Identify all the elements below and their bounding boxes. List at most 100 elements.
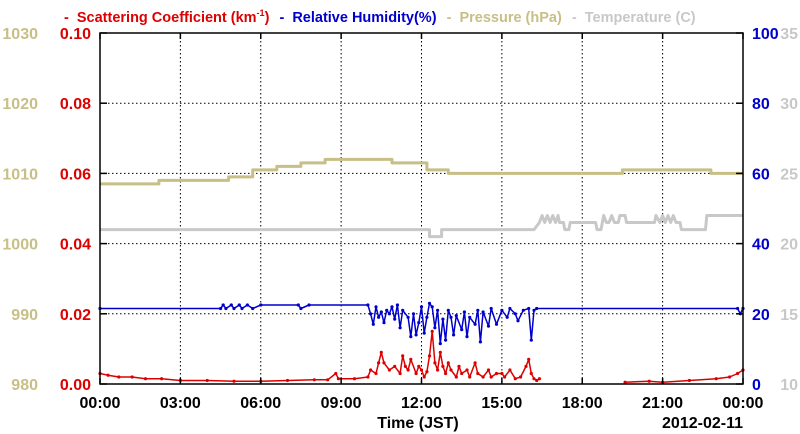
data-point-humidity xyxy=(245,303,249,307)
data-point-scattering xyxy=(414,371,418,376)
legend-marker-pressure: - xyxy=(447,10,452,26)
temperature-axis-tick-label: 10 xyxy=(780,377,798,394)
data-point-scattering xyxy=(382,361,386,365)
data-point-humidity xyxy=(371,322,375,326)
data-point-humidity xyxy=(516,319,520,323)
data-point-scattering xyxy=(444,371,448,376)
data-point-humidity xyxy=(393,317,397,321)
data-point-scattering xyxy=(336,377,340,381)
legend-marker-temperature: - xyxy=(572,10,577,26)
data-point-humidity xyxy=(379,310,383,314)
data-point-humidity xyxy=(382,321,386,325)
data-point-humidity xyxy=(427,301,432,305)
data-point-scattering xyxy=(433,361,437,365)
data-point-humidity xyxy=(374,305,378,309)
data-point-scattering xyxy=(468,375,472,379)
data-point-scattering xyxy=(369,368,373,372)
data-point-scattering xyxy=(406,368,410,372)
data-point-humidity xyxy=(409,335,413,339)
data-point-humidity xyxy=(221,303,225,307)
data-point-humidity xyxy=(417,321,421,325)
data-point-humidity xyxy=(398,326,402,330)
data-point-humidity xyxy=(513,312,517,316)
data-point-humidity xyxy=(465,335,469,339)
data-point-scattering xyxy=(285,378,290,383)
data-point-scattering xyxy=(508,368,512,372)
legend-marker-scattering: - xyxy=(64,10,69,26)
tick-labels: 00:00 03:00 06:00 09:00 12:00 15:00 18:00 21:00… xyxy=(2,26,798,412)
pressure-axis-tick-label: 1000 xyxy=(2,237,38,254)
data-point-humidity xyxy=(307,303,311,307)
data-point-humidity xyxy=(529,338,533,342)
data-point-scattering xyxy=(379,350,383,354)
data-point-scattering xyxy=(503,375,507,379)
data-point-humidity xyxy=(486,324,491,328)
x-tick-label: 03:00 xyxy=(160,395,201,412)
axis-ticks xyxy=(99,32,744,385)
data-point-scattering xyxy=(486,368,491,372)
data-point-scattering xyxy=(623,380,627,384)
date-label: 2012-02-11 xyxy=(662,415,743,432)
data-point-humidity xyxy=(395,303,399,307)
data-point-scattering xyxy=(377,361,381,365)
data-point-humidity xyxy=(449,315,453,319)
data-point-humidity xyxy=(251,306,255,311)
data-point-humidity xyxy=(438,342,442,346)
temperature-axis-tick-label: 25 xyxy=(780,166,798,183)
data-point-scattering xyxy=(535,378,539,383)
data-point-humidity xyxy=(401,308,405,312)
x-tick-label: 06:00 xyxy=(240,395,281,412)
data-point-scattering xyxy=(454,375,458,379)
data-point-scattering xyxy=(527,357,531,361)
data-point-scattering xyxy=(160,377,164,381)
data-point-scattering xyxy=(438,350,442,354)
data-point-scattering xyxy=(417,364,421,368)
x-tick-label: 12:00 xyxy=(401,395,442,412)
data-point-scattering xyxy=(419,368,424,372)
legend-label-humidity: Relative Humidity(%) xyxy=(292,10,436,26)
data-point-scattering xyxy=(366,375,370,379)
data-point-scattering xyxy=(130,375,134,379)
data-point-scattering xyxy=(326,378,330,382)
humidity-axis-tick-label: 80 xyxy=(752,96,770,113)
pressure-axis-tick-label: 990 xyxy=(11,307,38,324)
data-point-humidity xyxy=(419,305,424,309)
temperature-axis-tick-label: 30 xyxy=(780,96,798,113)
data-point-scattering xyxy=(529,371,533,376)
x-tick-label: 00:00 xyxy=(723,395,764,412)
data-point-humidity xyxy=(505,315,509,319)
data-point-scattering xyxy=(473,361,477,365)
x-tick-label: 18:00 xyxy=(562,395,603,412)
pressure-axis-tick-label: 1030 xyxy=(2,26,38,43)
data-point-humidity xyxy=(433,326,437,330)
grid-lines xyxy=(100,33,743,384)
data-point-humidity xyxy=(460,328,464,332)
data-point-scattering xyxy=(465,368,469,372)
data-point-humidity xyxy=(444,338,448,342)
data-point-scattering xyxy=(524,364,528,368)
chart-legend: - Scattering Coefficient (km-1) - Relati… xyxy=(64,8,696,26)
data-point-humidity xyxy=(385,308,389,312)
temperature-axis-tick-label: 20 xyxy=(780,237,798,254)
data-point-scattering xyxy=(489,375,493,379)
data-point-humidity xyxy=(446,308,450,312)
data-point-humidity xyxy=(240,306,244,311)
data-point-scattering xyxy=(476,371,480,376)
data-point-humidity xyxy=(489,306,493,311)
data-point-humidity xyxy=(521,308,525,312)
scattering-axis-tick-label: 0.10 xyxy=(60,26,91,43)
x-tick-label: 15:00 xyxy=(481,395,522,412)
data-point-scattering xyxy=(500,371,504,376)
data-point-humidity xyxy=(229,303,233,307)
data-point-humidity xyxy=(481,310,485,314)
data-point-scattering xyxy=(481,375,485,379)
temperature-axis-tick-label: 35 xyxy=(780,26,798,43)
data-point-scattering xyxy=(647,379,651,383)
humidity-axis-tick-label: 0 xyxy=(752,377,761,394)
x-axis-title: Time (JST) xyxy=(377,415,459,432)
data-point-humidity xyxy=(366,303,370,307)
x-tick-label: 00:00 xyxy=(80,395,121,412)
data-point-scattering xyxy=(232,379,236,383)
data-point-humidity xyxy=(494,322,499,326)
x-tick-label: 09:00 xyxy=(321,395,362,412)
